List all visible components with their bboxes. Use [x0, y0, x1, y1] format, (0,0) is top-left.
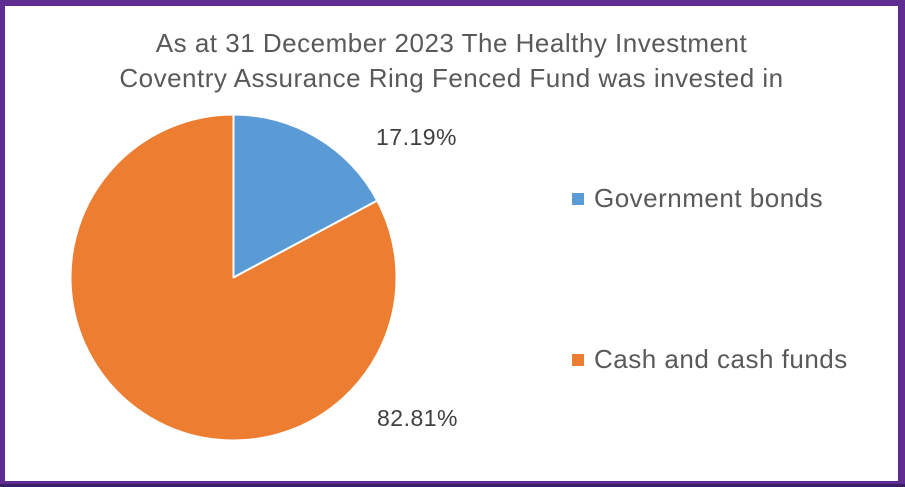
legend-item-government-bonds: Government bonds: [572, 183, 823, 214]
pie-data-label-government-bonds: 17.19%: [376, 124, 458, 150]
slide-bottom-accent: [0, 484, 905, 487]
pie-chart: [70, 114, 397, 441]
legend-label: Government bonds: [594, 183, 824, 213]
legend-label: Cash and cash funds: [594, 344, 848, 374]
legend-swatch-icon: [572, 353, 584, 366]
chart-title-line-2: Coventry Assurance Ring Fenced Fund was …: [119, 63, 784, 93]
pie-data-label-cash-funds: 82.81%: [377, 405, 459, 431]
chart-title: As at 31 December 2023 The Healthy Inves…: [5, 26, 898, 96]
pie-slice: [70, 114, 397, 441]
pie-slice: [232, 114, 379, 279]
chart-title-line-1: As at 31 December 2023 The Healthy Inves…: [155, 28, 748, 58]
legend-item-cash-funds: Cash and cash funds: [572, 344, 848, 375]
legend-swatch-icon: [572, 192, 584, 205]
